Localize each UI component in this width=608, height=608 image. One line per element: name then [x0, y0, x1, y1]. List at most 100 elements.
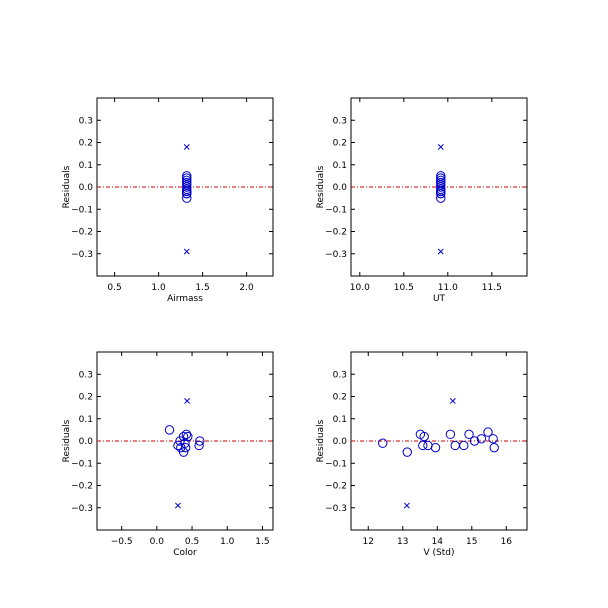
data-point — [436, 188, 446, 199]
y-tick-label: −0.1 — [71, 205, 93, 215]
data-point — [402, 447, 412, 457]
y-tick-label: 0.1 — [333, 415, 347, 425]
outlier-stroke — [403, 502, 410, 509]
x-axis-label: Airmass — [167, 294, 203, 304]
y-tick-label: 0.2 — [333, 393, 347, 403]
outlier-stroke — [175, 502, 181, 509]
y-tick-label: 0.2 — [79, 139, 93, 149]
outlier-marker — [449, 397, 456, 404]
data-point — [469, 436, 480, 446]
x-tick-label: 1.0 — [220, 537, 235, 547]
data-point — [436, 180, 446, 190]
x-tick-label: 10.5 — [394, 283, 414, 293]
x-tick-label: 16 — [501, 537, 513, 547]
x-tick-label: 1.5 — [255, 537, 269, 547]
y-tick-label: −0.3 — [325, 250, 347, 260]
data-point — [436, 182, 446, 192]
y-tick-label: −0.3 — [71, 504, 93, 514]
data-point — [194, 440, 204, 451]
y-axis-label: Residuals — [316, 165, 326, 208]
data-point — [164, 425, 175, 435]
data-point — [181, 442, 191, 453]
y-tick-label: −0.1 — [325, 205, 347, 215]
data-point — [178, 447, 189, 457]
x-tick-label: 11.5 — [482, 283, 502, 293]
x-tick-label: 1.0 — [151, 283, 166, 293]
data-point — [182, 188, 192, 199]
outlier-marker — [175, 502, 181, 509]
y-tick-label: 0.3 — [333, 116, 347, 126]
residual-panel-2: −0.3 −0.2 −0.1 0.0 0.1 0.2 0.3 10.0 10.5 11.0 11.5… — [316, 97, 528, 304]
data-point — [483, 427, 493, 437]
y-tick-label: 0.3 — [333, 370, 347, 380]
data-point — [476, 434, 487, 444]
data-point — [182, 180, 192, 190]
x-tick-label: −0.5 — [111, 537, 133, 547]
x-axis-label: UT — [433, 294, 446, 304]
data-point — [418, 440, 428, 451]
data-point — [182, 182, 192, 192]
x-tick-label: 13 — [397, 537, 408, 547]
y-tick-label: 0.2 — [333, 139, 347, 149]
y-tick-label: 0.1 — [79, 415, 93, 425]
outlier-marker — [437, 248, 444, 255]
outlier-stroke — [449, 397, 456, 404]
y-tick-label: −0.1 — [71, 459, 93, 469]
y-tick-label: −0.2 — [71, 228, 93, 238]
y-tick-label: 0.1 — [79, 161, 93, 171]
outlier-marker — [403, 502, 410, 509]
outlier-marker — [183, 248, 190, 255]
y-tick-label: −0.1 — [325, 459, 347, 469]
y-tick-label: −0.3 — [71, 250, 93, 260]
outlier-stroke — [183, 143, 190, 150]
y-tick-label: 0.0 — [79, 437, 94, 447]
residual-panel-4: −0.3 −0.2 −0.1 0.0 0.1 0.2 0.3 12 13 14 15 16 V (Std… — [316, 351, 528, 558]
outlier-stroke — [437, 248, 444, 255]
y-tick-label: 0.0 — [333, 183, 348, 193]
y-axis-label: Residuals — [62, 419, 72, 462]
outlier-marker — [183, 143, 190, 150]
data-point — [182, 186, 192, 197]
outlier-stroke — [183, 248, 190, 255]
y-tick-label: −0.2 — [71, 482, 93, 492]
y-tick-label: −0.2 — [325, 228, 347, 238]
data-point — [195, 436, 205, 446]
y-tick-label: 0.1 — [333, 161, 347, 171]
data-point — [489, 442, 499, 453]
x-axis-label: V (Std) — [424, 548, 455, 558]
outlier-marker — [184, 397, 191, 404]
y-tick-label: 0.3 — [79, 370, 93, 380]
y-tick-label: 0.0 — [333, 437, 348, 447]
x-tick-label: 1.5 — [195, 283, 209, 293]
data-point — [436, 193, 446, 203]
data-point — [436, 175, 446, 186]
x-tick-label: 0.5 — [107, 283, 121, 293]
data-point — [182, 193, 192, 203]
data-point — [459, 440, 469, 451]
x-axis-label: Color — [173, 548, 197, 558]
x-tick-label: 10.0 — [350, 283, 370, 293]
y-tick-label: −0.2 — [325, 482, 347, 492]
data-point — [419, 431, 429, 442]
y-tick-label: 0.0 — [79, 183, 94, 193]
data-point — [430, 442, 441, 453]
outlier-stroke — [437, 143, 444, 150]
x-tick-label: 2.0 — [239, 283, 254, 293]
outlier-stroke — [184, 397, 191, 404]
x-tick-label: 14 — [432, 537, 444, 547]
data-point — [464, 429, 474, 440]
x-tick-label: 0.0 — [150, 537, 165, 547]
y-axis-label: Residuals — [62, 165, 72, 208]
residual-panel-3: −0.3 −0.2 −0.1 0.0 0.1 0.2 0.3 −0.5 0.0 0.5 1.0 1.5… — [62, 351, 274, 558]
data-point — [182, 175, 192, 186]
data-point — [445, 429, 456, 440]
data-point — [436, 186, 446, 197]
outlier-marker — [437, 143, 444, 150]
data-point — [183, 431, 193, 442]
y-axis-label: Residuals — [316, 419, 326, 462]
data-point — [378, 438, 388, 448]
data-point — [181, 429, 192, 440]
x-tick-label: 11.0 — [438, 283, 458, 293]
